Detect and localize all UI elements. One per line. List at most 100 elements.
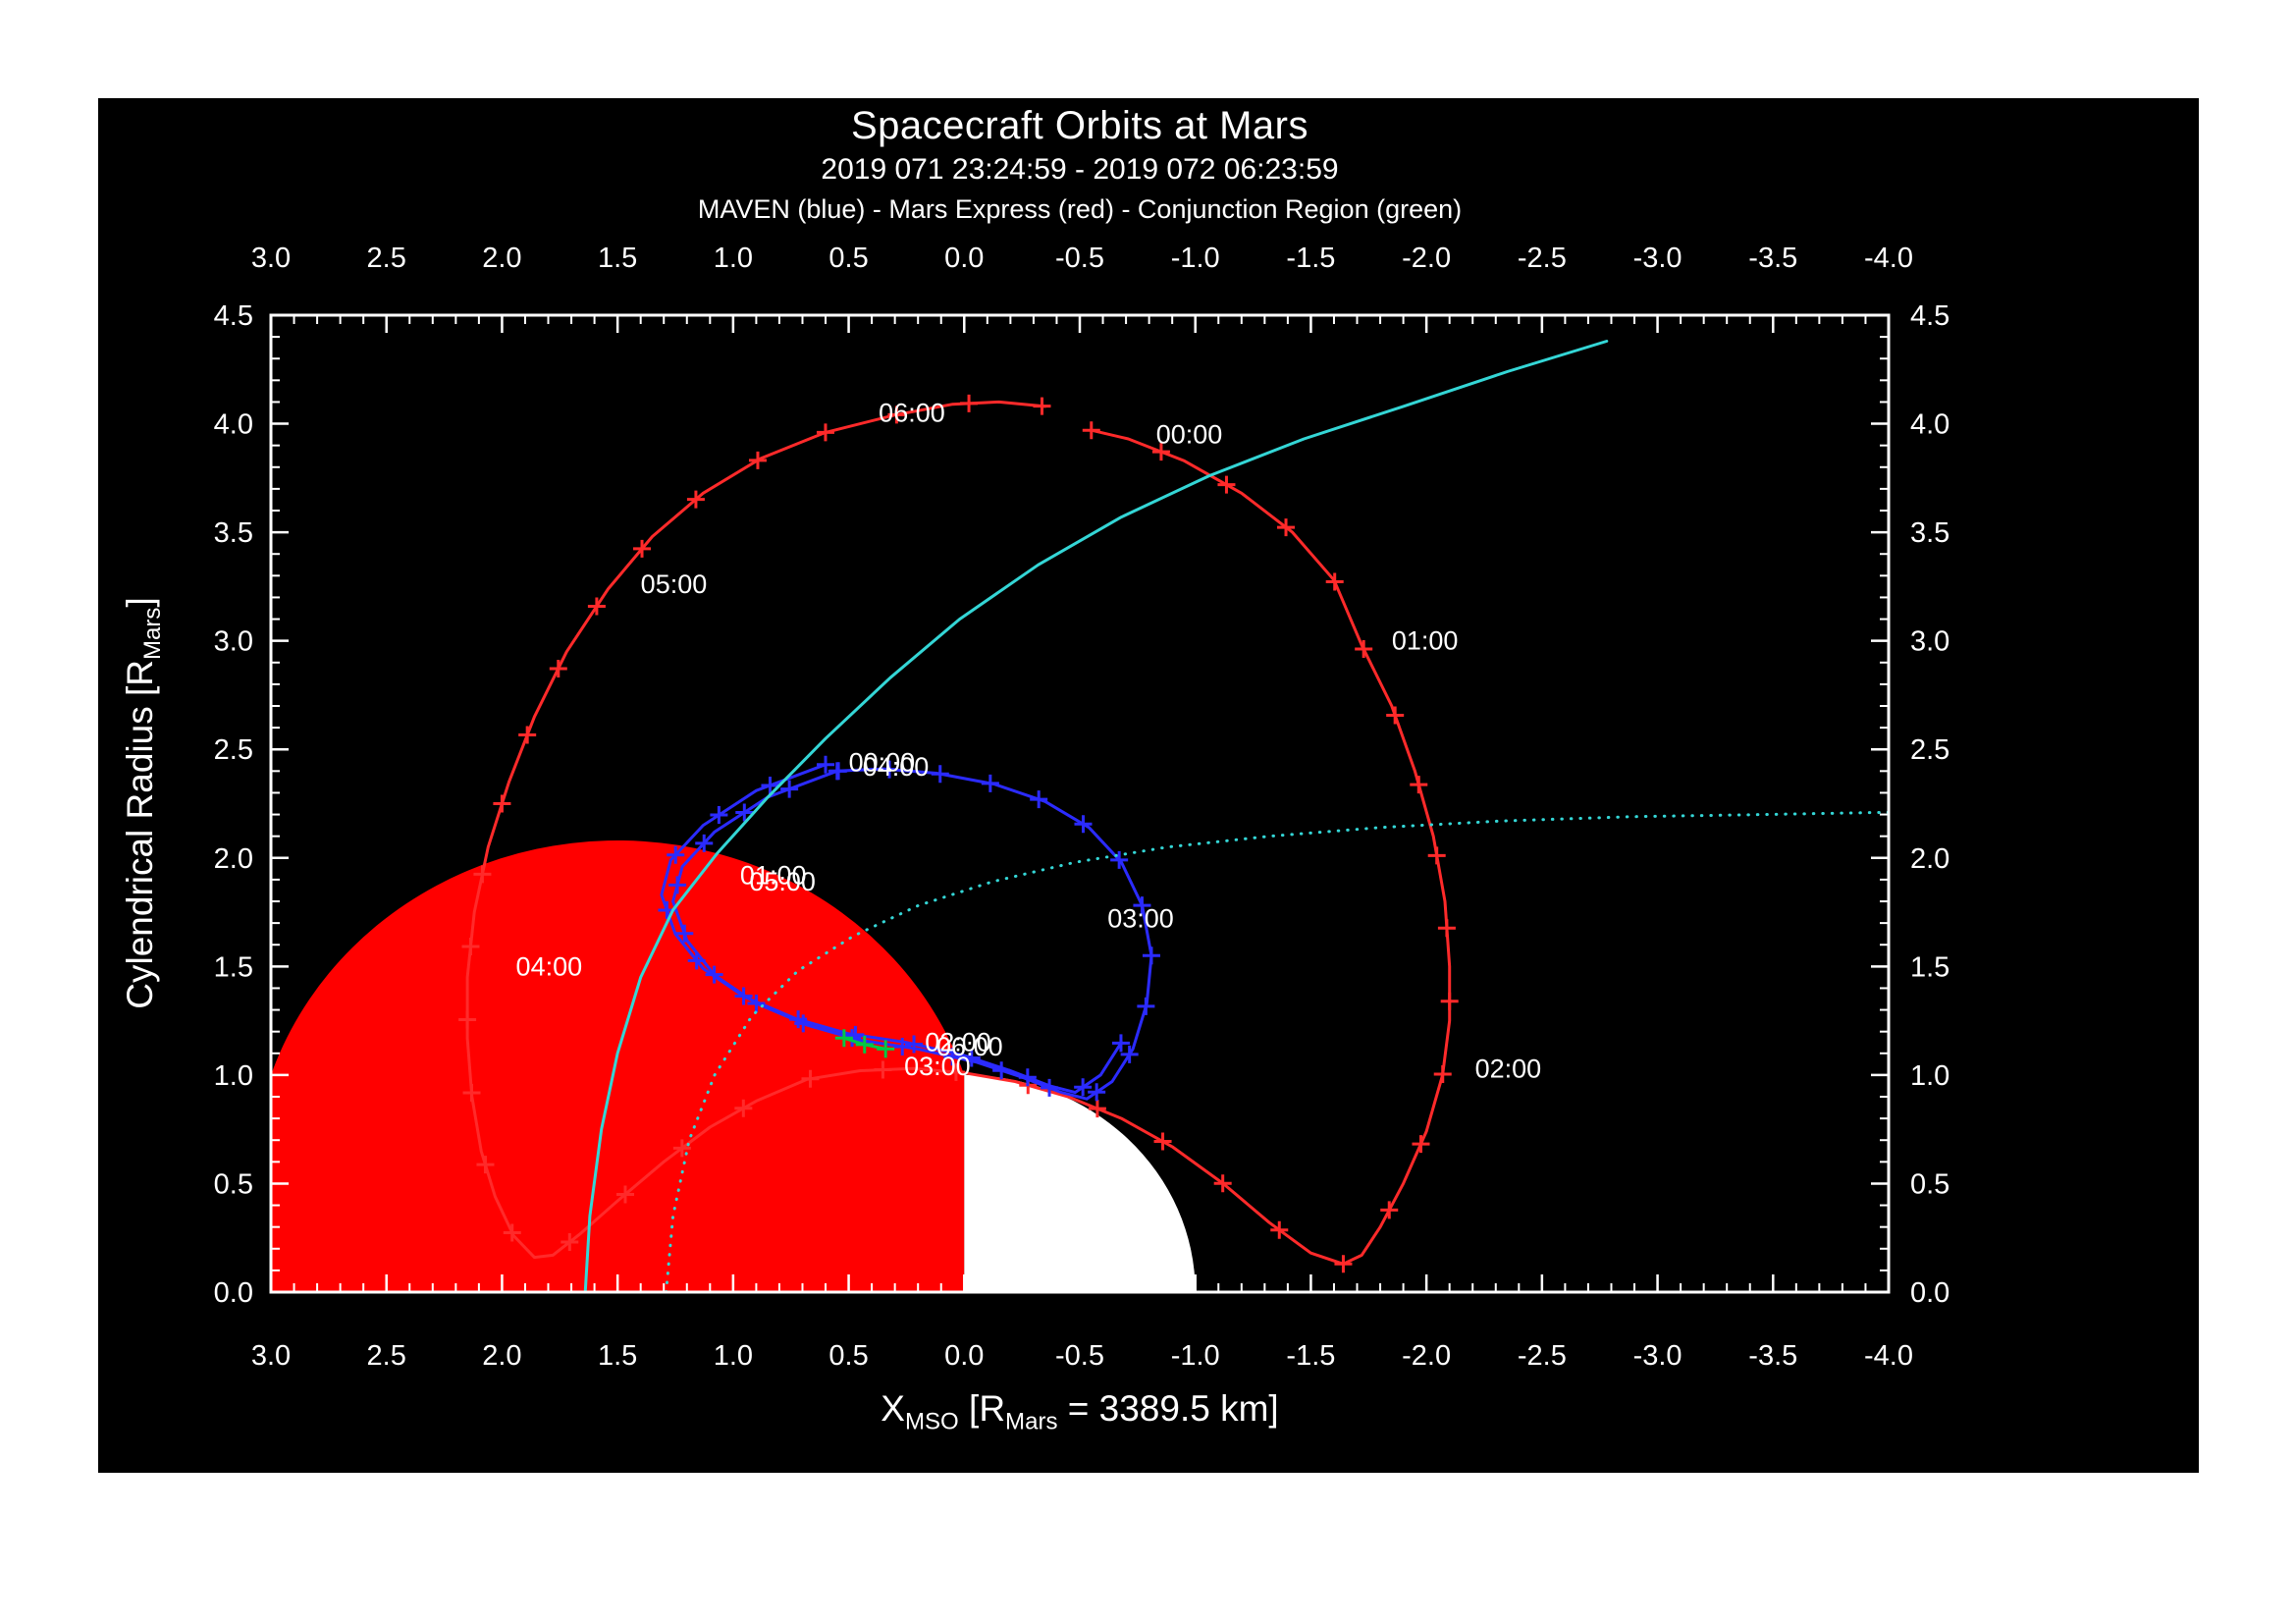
orbit-tick-marker-mars-express: [1082, 421, 1100, 440]
time-label-maven: 03:00: [1107, 904, 1174, 934]
orbit-tick-marker-mars-express: [801, 1069, 820, 1088]
x-axis-tick-label-top: 2.0: [482, 243, 521, 274]
y-axis-tick-label-right: 4.5: [1910, 300, 1949, 332]
x-axis-tick-label-top: -1.5: [1286, 243, 1335, 274]
time-label-maven: 05:00: [749, 867, 816, 896]
orbit-tick-marker-maven: [710, 806, 728, 825]
orbit-tick-marker-mars-express: [503, 1223, 521, 1242]
y-axis-tick-label-right: 1.5: [1910, 951, 1949, 983]
orbit-tick-marker-mars-express: [458, 1010, 477, 1029]
orbit-tick-marker-maven: [829, 762, 848, 781]
x-axis-tick-label-top: 0.5: [828, 243, 868, 274]
plot-data-layer: [271, 340, 1889, 1292]
y-axis-tick-label-right: 3.5: [1910, 517, 1949, 549]
orbit-tick-marker-conjunction: [877, 1040, 895, 1058]
y-axis-tick-label-left: 4.5: [214, 300, 253, 332]
y-axis-tick-label-right: 1.0: [1910, 1060, 1949, 1092]
y-axis-tick-label-left: 0.5: [214, 1168, 253, 1200]
orbit-tick-marker-maven: [780, 780, 799, 798]
orbit-tick-marker-mars-express: [518, 726, 537, 744]
x-axis-tick-label-top: -0.5: [1055, 243, 1104, 274]
x-axis-tick-label-top: -2.0: [1402, 243, 1451, 274]
orbit-tick-marker-mars-express: [633, 539, 652, 558]
y-axis-tick-label-left: 3.0: [214, 626, 253, 658]
x-axis-label-symbol: X: [881, 1388, 905, 1429]
x-axis-tick-label-bottom: 0.0: [944, 1340, 984, 1372]
orbit-tick-marker-mars-express: [1151, 443, 1170, 461]
orbit-tick-marker-mars-express: [615, 1185, 634, 1204]
x-axis-tick-label-top: -3.5: [1748, 243, 1797, 274]
y-axis-tick-label-left: 2.0: [214, 843, 253, 875]
orbit-tick-marker-mars-express: [1033, 397, 1051, 415]
orbit-tick-marker-mars-express: [1437, 919, 1456, 938]
time-label-maven: 02:00: [925, 1028, 991, 1057]
orbit-tick-marker-mars-express: [1355, 640, 1373, 659]
x-axis-tick-label-top: 3.0: [251, 243, 291, 274]
orbit-tick-marker-maven: [981, 774, 999, 792]
x-axis-tick-label-top: -1.0: [1171, 243, 1220, 274]
orbit-tick-marker-mars-express: [1440, 992, 1459, 1010]
x-axis-tick-label-top: -4.0: [1864, 243, 1913, 274]
orbit-tick-marker-mars-express: [473, 865, 492, 884]
orbit-tick-marker-maven: [1137, 997, 1155, 1015]
orbit-tick-marker-maven: [1074, 1078, 1093, 1097]
orbit-tick-marker-maven: [687, 951, 706, 970]
orbit-tick-marker-maven: [905, 1035, 924, 1054]
orbit-tick-marker-maven: [1018, 1068, 1037, 1087]
y-axis-tick-label-left: 1.0: [214, 1060, 253, 1092]
orbit-tick-marker-mars-express: [816, 423, 834, 442]
plot-legend: MAVEN (blue) - Mars Express (red) - Conj…: [697, 194, 1463, 224]
y-axis-tick-label-left: 2.5: [214, 734, 253, 766]
orbit-tick-marker-maven: [992, 1061, 1011, 1080]
orbit-tick-marker-maven: [735, 803, 754, 822]
orbit-tick-marker-mars-express: [561, 1233, 579, 1252]
time-label-mars-express: 01:00: [1392, 626, 1459, 656]
plot-title: Spacecraft Orbits at Mars: [851, 104, 1308, 147]
x-axis-label-sub-mso: MSO: [904, 1408, 959, 1435]
x-axis-tick-label-bottom: 3.0: [251, 1340, 291, 1372]
time-label-maven: 06:00: [936, 1032, 1003, 1061]
y-axis-tick-label-left: 0.0: [214, 1277, 253, 1309]
orbit-tick-marker-maven: [695, 834, 714, 852]
curve-maven: [671, 767, 1153, 1101]
orbit-tick-marker-maven: [1120, 1045, 1139, 1063]
orbit-tick-marker-mars-express: [874, 1060, 892, 1079]
orbit-tick-marker-maven: [817, 755, 835, 774]
curve-bow-shock: [583, 340, 1609, 1292]
y-axis-tick-label-left: 3.5: [214, 517, 253, 549]
x-axis-tick-label-top: 0.0: [944, 243, 984, 274]
x-axis-tick-label-bottom: -1.5: [1286, 1340, 1335, 1372]
orbit-tick-marker-maven: [747, 994, 766, 1012]
orbit-tick-marker-mars-express: [748, 451, 767, 469]
y-axis-label-close: ]: [119, 597, 160, 608]
orbit-tick-marker-mars-express: [476, 1156, 495, 1174]
orbit-tick-marker-mars-express: [1325, 572, 1344, 591]
orbit-tick-marker-mars-express: [462, 1083, 481, 1102]
y-axis-tick-label-right: 4.0: [1910, 409, 1949, 441]
x-axis-tick-label-top: -3.0: [1633, 243, 1682, 274]
orbit-tick-marker-maven: [962, 1049, 981, 1067]
orbit-tick-marker-mars-express: [734, 1099, 753, 1117]
y-axis-label: Cylendrical Radius [RMars]: [120, 597, 167, 1008]
orbit-tick-marker-maven: [893, 1037, 912, 1055]
orbit-tick-marker-mars-express: [1217, 475, 1236, 494]
x-axis-tick-label-bottom: 2.5: [367, 1340, 406, 1372]
x-axis-label-units: = 3389.5 km]: [1057, 1388, 1279, 1429]
x-axis-tick-label-bottom: 1.0: [714, 1340, 753, 1372]
y-axis-tick-label-right: 0.5: [1910, 1168, 1949, 1200]
orbit-tick-marker-maven: [761, 776, 779, 794]
x-axis-label: XMSO [RMars = 3389.5 km]: [0, 1388, 2160, 1435]
time-label-mars-express: 05:00: [641, 569, 708, 599]
orbit-tick-marker-mars-express: [1433, 1064, 1452, 1083]
y-axis-tick-label-left: 1.5: [214, 951, 253, 983]
y-axis-tick-label-left: 4.0: [214, 409, 253, 441]
orbit-tick-marker-maven: [1088, 1083, 1106, 1102]
plot-subtitle: 2019 071 23:24:59 - 2019 072 06:23:59: [821, 153, 1339, 186]
x-axis-tick-label-top: 1.0: [714, 243, 753, 274]
orbit-tick-marker-maven: [1110, 850, 1129, 869]
orbit-tick-marker-mars-express: [1270, 1220, 1289, 1239]
orbit-tick-marker-mars-express: [1088, 1100, 1106, 1118]
orbit-tick-marker-maven: [705, 965, 723, 984]
